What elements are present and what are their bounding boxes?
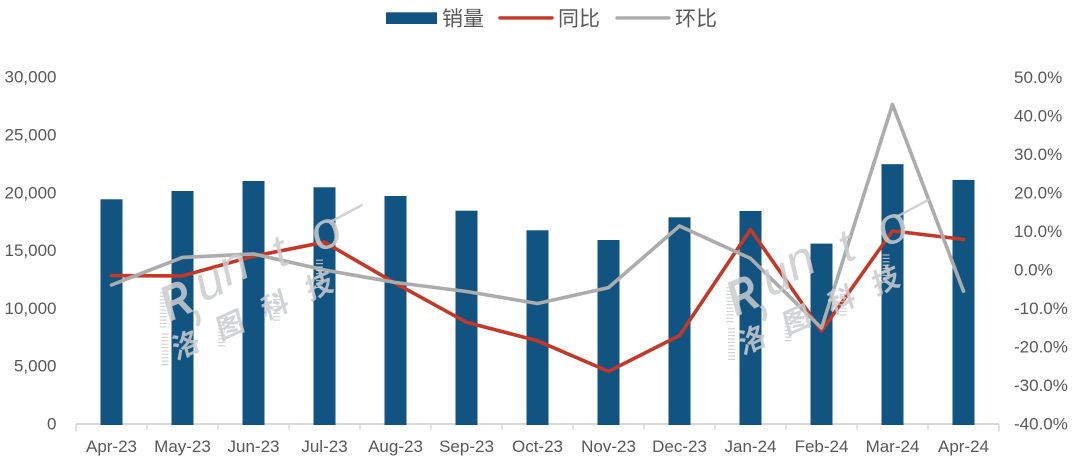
svg-text:-20.0%: -20.0%	[1014, 337, 1068, 356]
svg-text:Mar-24: Mar-24	[866, 437, 920, 456]
svg-text:50.0%: 50.0%	[1014, 68, 1062, 87]
svg-text:Aug-23: Aug-23	[368, 437, 423, 456]
svg-text:10,000: 10,000	[5, 299, 57, 318]
svg-text:30,000: 30,000	[5, 68, 57, 87]
svg-text:Dec-23: Dec-23	[652, 437, 707, 456]
svg-text:20.0%: 20.0%	[1014, 183, 1062, 202]
svg-text:Jan-24: Jan-24	[725, 437, 777, 456]
svg-text:15,000: 15,000	[5, 241, 57, 260]
svg-text:Jun-23: Jun-23	[228, 437, 280, 456]
svg-text:25,000: 25,000	[5, 126, 57, 145]
svg-text:May-23: May-23	[154, 437, 211, 456]
svg-text:Nov-23: Nov-23	[581, 437, 636, 456]
svg-text:-40.0%: -40.0%	[1014, 414, 1068, 433]
svg-text:-30.0%: -30.0%	[1014, 376, 1068, 395]
svg-text:40.0%: 40.0%	[1014, 106, 1062, 125]
svg-text:0: 0	[47, 414, 56, 433]
svg-text:Apr-24: Apr-24	[938, 437, 989, 456]
svg-text:Feb-24: Feb-24	[795, 437, 849, 456]
svg-text:20,000: 20,000	[5, 183, 57, 202]
svg-text:30.0%: 30.0%	[1014, 145, 1062, 164]
svg-text:10.0%: 10.0%	[1014, 222, 1062, 241]
svg-text:Jul-23: Jul-23	[301, 437, 347, 456]
svg-text:0.0%: 0.0%	[1014, 260, 1053, 279]
svg-text:5,000: 5,000	[14, 357, 57, 376]
svg-text:Apr-23: Apr-23	[86, 437, 137, 456]
svg-text:Oct-23: Oct-23	[512, 437, 563, 456]
svg-text:Sep-23: Sep-23	[439, 437, 494, 456]
svg-text:-10.0%: -10.0%	[1014, 299, 1068, 318]
